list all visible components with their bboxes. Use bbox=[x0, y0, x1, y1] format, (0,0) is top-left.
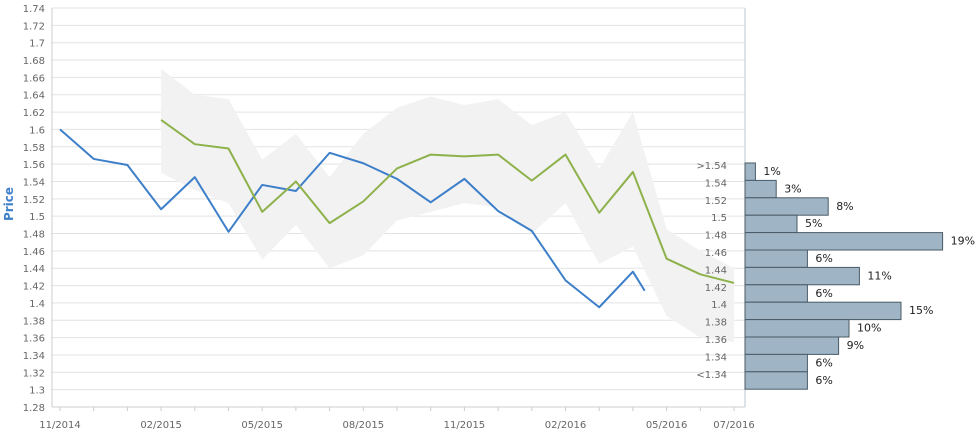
y-tick-label: 1.4 bbox=[29, 299, 45, 310]
histogram-value-label: 1% bbox=[763, 165, 780, 178]
histogram-category-label: 1.44 bbox=[705, 265, 727, 276]
forecast-band-area bbox=[161, 68, 735, 342]
y-tick-label: 1.38 bbox=[23, 316, 45, 327]
histogram-value-label: 3% bbox=[784, 182, 801, 195]
histogram-bar bbox=[744, 371, 808, 390]
x-tick-label: 05/2015 bbox=[241, 420, 283, 431]
x-tick-label: 02/2015 bbox=[140, 420, 182, 431]
histogram-value-label: 19% bbox=[951, 235, 975, 248]
historical-price-line bbox=[59, 128, 646, 309]
x-tick-label: 11/2015 bbox=[444, 420, 486, 431]
y-tick-label: 1.66 bbox=[23, 73, 45, 84]
y-tick-label: 1.36 bbox=[23, 334, 45, 345]
histogram-category-label: 1.5 bbox=[711, 213, 727, 224]
series-lines bbox=[59, 119, 735, 309]
histogram-category-label: 1.52 bbox=[705, 196, 727, 207]
histogram-value-label: 6% bbox=[815, 356, 832, 369]
y-axis-title: Price bbox=[2, 187, 16, 221]
histogram-bar bbox=[744, 214, 798, 234]
y-tick-label: 1.62 bbox=[23, 108, 45, 119]
histogram-category-label: 1.54 bbox=[705, 178, 727, 189]
x-tick-label: 11/2014 bbox=[39, 420, 81, 431]
y-tick-label: 1.32 bbox=[23, 368, 45, 379]
y-tick-label: 1.54 bbox=[23, 177, 45, 188]
histogram-bar bbox=[744, 353, 808, 373]
histogram-value-label: 9% bbox=[847, 339, 864, 352]
histogram-category-label: 1.34 bbox=[705, 352, 727, 363]
forecast-band bbox=[161, 68, 735, 342]
histogram-category-label: 1.48 bbox=[705, 231, 727, 242]
y-tick-label: 1.7 bbox=[29, 39, 45, 50]
x-tick-label: 05/2016 bbox=[646, 420, 688, 431]
y-tick-label: 1.5 bbox=[29, 212, 45, 223]
x-tick-label: 07/2016 bbox=[713, 420, 755, 431]
histogram-value-label: 6% bbox=[815, 252, 832, 265]
histogram-category-label: <1.34 bbox=[696, 370, 727, 381]
x-tick-label: 02/2016 bbox=[545, 420, 587, 431]
histogram-category-label: >1.54 bbox=[696, 161, 727, 172]
y-tick-label: 1.48 bbox=[23, 230, 45, 241]
y-tick-label: 1.74 bbox=[23, 4, 45, 15]
distribution-histogram: >1.54 1% 1.54 3% 1.52 8% 1.5 5% 1.48 19% 1.46 6% 1.4… bbox=[696, 161, 975, 390]
histogram-bar bbox=[744, 179, 777, 199]
y-tick-label: 1.28 bbox=[23, 403, 45, 414]
y-tick-label: 1.72 bbox=[23, 21, 45, 32]
histogram-value-label: 10% bbox=[857, 322, 881, 335]
y-tick-label: 1.44 bbox=[23, 264, 45, 275]
histogram-bar bbox=[744, 301, 902, 321]
histogram-bar bbox=[744, 266, 860, 286]
axes: 1.28 1.3 1.32 1.34 1.36 1.38 1.4 1.42 1.44 1.46 1.… bbox=[23, 4, 755, 431]
histogram-value-label: 6% bbox=[815, 374, 832, 387]
histogram-value-label: 5% bbox=[805, 217, 822, 230]
histogram-bar bbox=[744, 197, 829, 216]
y-tick-label: 1.46 bbox=[23, 247, 45, 258]
forecast-price-line bbox=[160, 119, 735, 284]
histogram-bar bbox=[744, 284, 808, 303]
y-tick-label: 1.58 bbox=[23, 143, 45, 154]
y-tick-label: 1.6 bbox=[29, 125, 45, 136]
histogram-bar bbox=[744, 319, 850, 338]
histogram-value-label: 15% bbox=[909, 304, 933, 317]
histogram-value-label: 11% bbox=[867, 269, 891, 282]
y-tick-label: 1.56 bbox=[23, 160, 45, 171]
x-tick-label: 08/2015 bbox=[343, 420, 385, 431]
y-tick-label: 1.64 bbox=[23, 91, 45, 102]
y-tick-label: 1.42 bbox=[23, 282, 45, 293]
histogram-category-label: 1.42 bbox=[705, 283, 727, 294]
histogram-bar bbox=[744, 232, 944, 251]
histogram-bar bbox=[744, 336, 840, 355]
histogram-value-label: 6% bbox=[815, 287, 832, 300]
y-tick-label: 1.52 bbox=[23, 195, 45, 206]
histogram-value-label: 8% bbox=[836, 200, 853, 213]
histogram-category-label: 1.36 bbox=[705, 335, 727, 346]
histogram-bar bbox=[744, 249, 808, 268]
histogram-category-label: 1.38 bbox=[705, 318, 727, 329]
histogram-category-label: 1.46 bbox=[705, 248, 727, 259]
histogram-category-label: 1.4 bbox=[711, 300, 727, 311]
y-tick-label: 1.68 bbox=[23, 56, 45, 67]
histogram-bar bbox=[744, 162, 756, 181]
y-tick-label: 1.3 bbox=[29, 386, 45, 397]
y-tick-label: 1.34 bbox=[23, 351, 45, 362]
